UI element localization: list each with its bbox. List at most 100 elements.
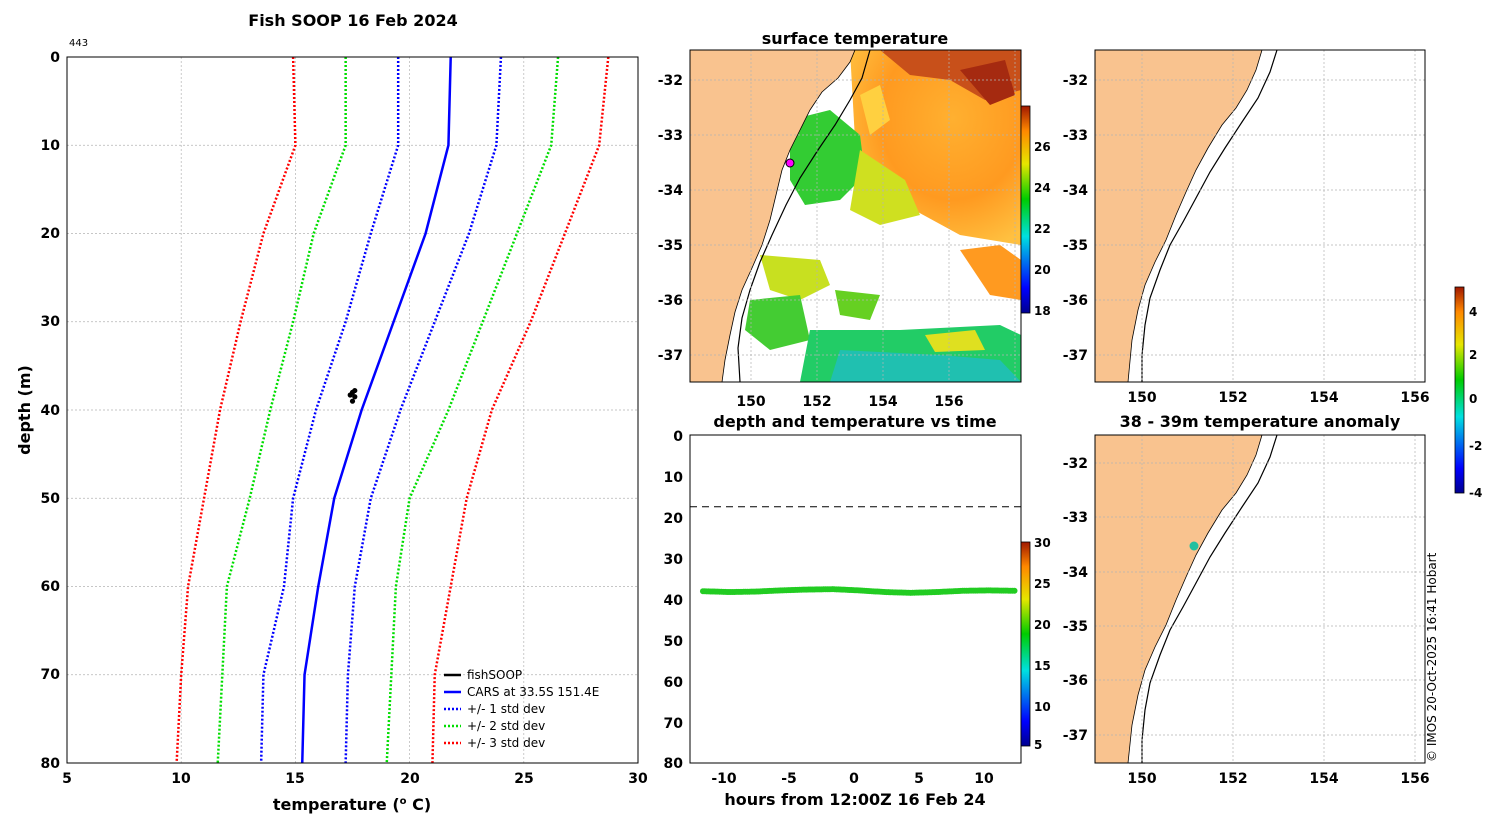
sst-patch xyxy=(745,295,810,350)
sst-south-cyan xyxy=(830,350,1021,382)
legend-item-fish: fishSOOP xyxy=(467,668,522,682)
profile-xlabel-end: C) xyxy=(407,795,432,814)
anomaly-ytick: -33 xyxy=(1063,510,1088,526)
sst-ytick: -33 xyxy=(658,128,683,144)
track-map-panel: -32 -33 -34 -35 -36 -37 150 152 154 156 xyxy=(1063,49,1430,406)
profile-y-ticks: 0 10 20 30 40 50 60 70 80 xyxy=(41,50,61,772)
profile-grid xyxy=(67,57,638,763)
time-xtick: 0 xyxy=(849,771,859,787)
track-ytick: -37 xyxy=(1063,348,1088,364)
sst-patch xyxy=(835,290,880,320)
anomaly-xtick: 154 xyxy=(1309,771,1338,787)
vessel-location-marker xyxy=(785,158,795,168)
time-ytick: 0 xyxy=(673,429,683,445)
track-map-frame xyxy=(1094,49,1426,383)
sst-map-x-ticks: 150 152 154 156 xyxy=(736,394,963,410)
time-series-point xyxy=(1011,587,1018,594)
profile-xtick: 5 xyxy=(62,771,72,787)
track-ytick: -36 xyxy=(1063,293,1088,309)
sst-patch xyxy=(960,245,1021,300)
legend-item-std1: +/- 1 std dev xyxy=(467,702,545,716)
time-cbar-tick: 20 xyxy=(1034,618,1051,632)
time-ytick: 30 xyxy=(664,552,684,568)
time-panel-title: depth and temperature vs time xyxy=(713,412,996,431)
time-cbar-tick: 25 xyxy=(1034,577,1051,591)
sst-ytick: -37 xyxy=(658,348,683,364)
profile-ytick: 20 xyxy=(41,226,61,242)
fishsoop-point xyxy=(349,398,356,404)
time-ytick: 70 xyxy=(664,716,684,732)
anomaly-map-x-ticks: 150 152 154 156 xyxy=(1127,771,1429,787)
sst-cbar-tick: 26 xyxy=(1034,140,1051,154)
sst-map-field xyxy=(690,50,1021,382)
anomaly-ytick: -34 xyxy=(1063,565,1089,581)
profile-corner-label: 443 xyxy=(69,38,88,49)
profile-ytick: 40 xyxy=(41,403,61,419)
sst-isobath xyxy=(737,50,871,382)
sst-map-title: surface temperature xyxy=(762,29,949,48)
profile-lines xyxy=(175,56,610,764)
sst-ytick: -32 xyxy=(658,73,683,89)
anomaly-cbar-tick: -2 xyxy=(1469,439,1482,453)
sst-xtick: 150 xyxy=(736,394,765,410)
sst-xtick: 152 xyxy=(802,394,831,410)
time-series-points xyxy=(699,586,1018,596)
time-cbar-tick: 30 xyxy=(1034,536,1051,550)
anomaly-map-title: 38 - 39m temperature anomaly xyxy=(1120,412,1401,431)
anomaly-colorbar xyxy=(1454,286,1465,494)
anomaly-xtick: 156 xyxy=(1400,771,1429,787)
track-map-field xyxy=(1095,50,1425,382)
anomaly-ytick: -37 xyxy=(1063,728,1088,744)
profile-legend: fishSOOP CARS at 33.5S 151.4E +/- 1 std … xyxy=(444,668,599,750)
time-cbar-tick: 15 xyxy=(1034,659,1051,673)
profile-x-ticks: 5 10 15 20 25 30 xyxy=(62,771,648,787)
sst-xtick: 156 xyxy=(934,394,963,410)
credit-text: © IMOS 20-Oct-2025 16:41 Hobart xyxy=(1425,552,1439,762)
profile-ytick: 60 xyxy=(41,579,61,595)
sst-cbar-tick: 18 xyxy=(1034,304,1051,318)
anomaly-ytick: -32 xyxy=(1063,456,1088,472)
profile-ylabel: depth (m) xyxy=(15,365,34,455)
time-xtick: 10 xyxy=(974,771,994,787)
anomaly-ytick: -36 xyxy=(1063,673,1088,689)
profile-xlabel: temperature (o C) xyxy=(273,795,431,814)
track-ytick: -35 xyxy=(1063,238,1088,254)
time-colorbar-ticks: 30 25 20 15 10 5 xyxy=(1034,536,1051,752)
track-xtick: 154 xyxy=(1309,390,1338,406)
track-xtick: 150 xyxy=(1127,390,1156,406)
sst-patch xyxy=(760,255,830,300)
time-cbar-tick: 10 xyxy=(1034,700,1051,714)
profile-xtick: 25 xyxy=(514,771,533,787)
sst-cbar-tick: 20 xyxy=(1034,263,1051,277)
anomaly-xtick: 152 xyxy=(1218,771,1247,787)
profile-title: Fish SOOP 16 Feb 2024 xyxy=(248,11,457,30)
anomaly-point-marker xyxy=(1189,541,1199,551)
fishsoop-point xyxy=(347,392,353,398)
sst-yellow-green xyxy=(850,150,920,225)
time-xtick: -5 xyxy=(781,771,797,787)
anomaly-ytick: -35 xyxy=(1063,619,1088,635)
time-xtick: 5 xyxy=(914,771,924,787)
sst-xtick: 154 xyxy=(868,394,897,410)
track-xtick: 156 xyxy=(1400,390,1429,406)
time-ytick: 50 xyxy=(664,634,684,650)
time-panel: depth and temperature vs time 0 10 20 30… xyxy=(664,412,1051,809)
anomaly-cbar-tick: 0 xyxy=(1469,392,1477,406)
track-xtick: 152 xyxy=(1218,390,1247,406)
sst-ytick: -34 xyxy=(658,183,684,199)
sst-colorbar-ticks: 26 24 22 20 18 xyxy=(1034,140,1051,318)
sst-ytick: -35 xyxy=(658,238,683,254)
profile-ytick: 30 xyxy=(41,314,61,330)
time-colorbar xyxy=(1020,541,1031,747)
profile-series--2-std-dev-lower xyxy=(216,57,347,764)
legend-item-cars: CARS at 33.5S 151.4E xyxy=(467,685,599,699)
anomaly-cbar-tick: 4 xyxy=(1469,305,1477,319)
track-map-x-ticks: 150 152 154 156 xyxy=(1127,390,1429,406)
fishsoop-point xyxy=(352,387,358,394)
fishsoop-point xyxy=(352,394,358,400)
sst-coastal-green xyxy=(790,110,865,205)
profile-series-cars-at-33-5s-151-4e xyxy=(301,56,452,764)
time-panel-y-ticks: 0 10 20 30 40 50 60 70 80 xyxy=(664,429,684,772)
time-ytick: 80 xyxy=(664,756,684,772)
profile-series--3-std-dev-upper xyxy=(431,56,610,764)
